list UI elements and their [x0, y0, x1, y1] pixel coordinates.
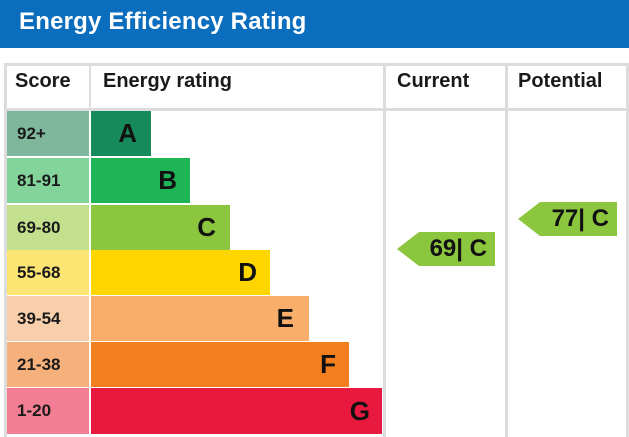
- table-border-right: [626, 63, 629, 437]
- column-divider-score: [89, 63, 91, 110]
- band-a: A: [91, 111, 151, 156]
- current-column-header: Current: [397, 70, 470, 92]
- score-cell-f: 21-38: [7, 342, 89, 387]
- current-rating-indicator: 69| C: [397, 232, 495, 266]
- potential-column-header: Potential: [518, 70, 603, 92]
- score-cell-b: 81-91: [7, 158, 89, 203]
- score-cell-e: 39-54: [7, 296, 89, 341]
- table-border-left: [4, 63, 7, 437]
- chart-title: Energy Efficiency Rating: [19, 8, 307, 35]
- band-g: G: [91, 388, 382, 434]
- table-border-top: [4, 63, 629, 66]
- column-divider-potential: [505, 63, 508, 437]
- score-cell-c: 69-80: [7, 205, 89, 250]
- column-divider-current: [383, 63, 386, 437]
- score-column-header: Score: [15, 70, 71, 92]
- energy-rating-column-header: Energy rating: [103, 70, 232, 92]
- band-e: E: [91, 296, 309, 341]
- score-cell-g: 1-20: [7, 388, 89, 434]
- score-cell-a: 92+: [7, 111, 89, 156]
- band-d: D: [91, 250, 270, 295]
- band-f: F: [91, 342, 349, 387]
- band-c: C: [91, 205, 230, 250]
- header-row-divider: [4, 108, 629, 111]
- potential-rating-indicator: 77| C: [518, 202, 617, 236]
- score-cell-d: 55-68: [7, 250, 89, 295]
- title-bar: Energy Efficiency Rating: [0, 0, 629, 48]
- band-b: B: [91, 158, 190, 203]
